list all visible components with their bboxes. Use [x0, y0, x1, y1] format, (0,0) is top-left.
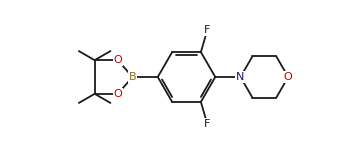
Text: O: O	[113, 89, 122, 99]
Text: N: N	[236, 72, 245, 82]
Text: F: F	[204, 25, 210, 35]
Text: O: O	[284, 72, 293, 82]
Text: B: B	[129, 72, 136, 82]
Text: O: O	[113, 55, 122, 65]
Text: N: N	[236, 72, 245, 82]
Text: F: F	[204, 119, 210, 129]
